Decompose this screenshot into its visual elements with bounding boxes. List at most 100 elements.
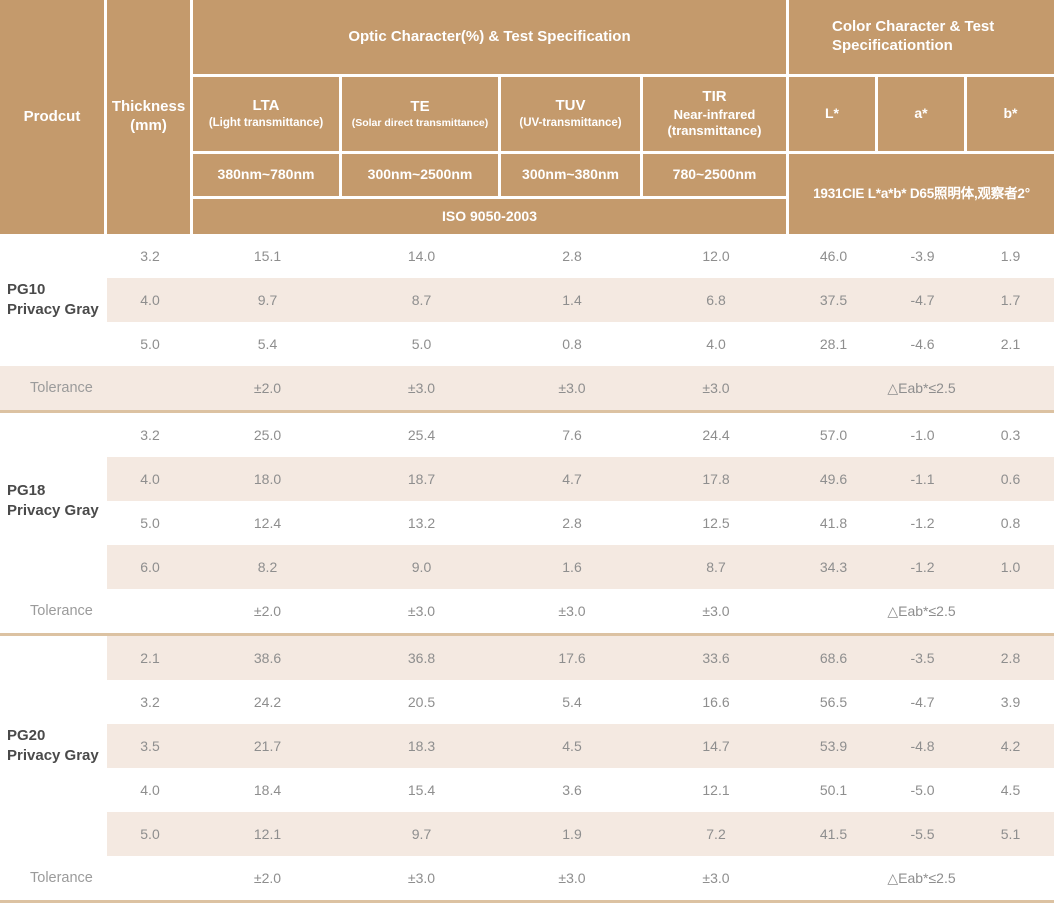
tir-cell: 12.5 bbox=[702, 515, 730, 531]
te-cell: 13.2 bbox=[407, 515, 436, 531]
tir-caption: Near-infrared (transmittance) bbox=[667, 107, 762, 139]
tuv-caption: (UV-transmittance) bbox=[519, 117, 622, 130]
b_star-cell: 0.3 bbox=[1000, 427, 1021, 443]
a_star-cell: -4.8 bbox=[878, 724, 967, 768]
tir-cell: 14.7 bbox=[643, 724, 789, 768]
a_star-cell: -3.5 bbox=[878, 636, 967, 680]
tolerance-tir: ±3.0 bbox=[702, 380, 730, 396]
data-row: 3.2 15.1 14.0 2.8 12.0 46.0 -3.9 1.9 bbox=[0, 234, 1054, 278]
data-row: 3.5 21.7 18.3 4.5 14.7 53.9 -4.8 4.2 bbox=[0, 724, 1054, 768]
b_star-cell: 1.0 bbox=[967, 545, 1054, 589]
group-data-rows: 3.2 25.0 25.4 7.6 24.4 57.0 -1.0 0.3 4.0 18.0 18.7… bbox=[0, 413, 1054, 589]
tolerance-lab-delta: △Eab*≤2.5 bbox=[887, 379, 956, 396]
tir-cell: 8.7 bbox=[643, 545, 789, 589]
product-name: PG18 Privacy Gray bbox=[7, 481, 99, 519]
range-tir: 780~2500nm bbox=[643, 154, 786, 196]
thickness-cell: 5.0 bbox=[140, 336, 160, 352]
range-tuv: 300nm~380nm bbox=[501, 154, 640, 196]
thickness-cell: 3.2 bbox=[140, 427, 160, 443]
te-cell: 36.8 bbox=[342, 636, 501, 680]
header-optic-title: Optic Character(%) & Test Specification bbox=[193, 0, 786, 74]
tolerance-te: ±3.0 bbox=[407, 603, 436, 619]
lta-cell: 21.7 bbox=[193, 724, 342, 768]
tolerance-row: Tolerance ±2.0 ±3.0 ±3.0 ±3.0 △Eab*≤2.5 bbox=[0, 589, 1054, 633]
tir-cell: 17.8 bbox=[643, 457, 789, 501]
l_star-cell: 57.0 bbox=[819, 427, 848, 443]
tolerance-lta: ±2.0 bbox=[253, 603, 282, 619]
tuv-cell: 7.6 bbox=[562, 427, 582, 443]
tolerance-tuv: ±3.0 bbox=[558, 380, 586, 396]
l_star-cell: 46.0 bbox=[819, 248, 848, 264]
product-group: 3.2 25.0 25.4 7.6 24.4 57.0 -1.0 0.3 4.0 18.0 18.7… bbox=[0, 413, 1054, 636]
thickness-cell: 5.0 bbox=[107, 812, 193, 856]
tir-cell: 16.6 bbox=[702, 694, 730, 710]
te-cell: 20.5 bbox=[407, 694, 436, 710]
tuv-cell: 1.4 bbox=[501, 278, 643, 322]
data-row: 3.2 25.0 25.4 7.6 24.4 57.0 -1.0 0.3 bbox=[0, 413, 1054, 457]
tuv-cell: 4.5 bbox=[501, 724, 643, 768]
tuv-cell: 1.9 bbox=[501, 812, 643, 856]
tolerance-lab-delta: △Eab*≤2.5 bbox=[887, 602, 956, 619]
tir-cell: 7.2 bbox=[643, 812, 789, 856]
te-cell: 9.0 bbox=[342, 545, 501, 589]
header-thickness: Thickness (mm) bbox=[107, 0, 190, 234]
l_star-cell: 53.9 bbox=[789, 724, 878, 768]
group-separator-line bbox=[0, 410, 1054, 413]
tolerance-tir: ±3.0 bbox=[702, 870, 730, 886]
product-column-spacer bbox=[0, 413, 107, 457]
lta-cell: 5.4 bbox=[257, 336, 278, 352]
lta-cell: 25.0 bbox=[253, 427, 282, 443]
tolerance-label: Tolerance bbox=[30, 603, 93, 619]
te-cell: 9.7 bbox=[342, 812, 501, 856]
l_star-cell: 68.6 bbox=[789, 636, 878, 680]
header-product: Prodcut bbox=[0, 0, 104, 234]
tolerance-label: Tolerance bbox=[30, 870, 93, 886]
tolerance-tuv: ±3.0 bbox=[558, 603, 586, 619]
cie-standard-note: 1931CIE L*a*b* D65照明体,观察者2° bbox=[789, 154, 1054, 234]
te-cell: 15.4 bbox=[407, 782, 436, 798]
product-column-spacer bbox=[0, 768, 107, 812]
a_star-cell: -1.1 bbox=[878, 457, 967, 501]
tuv-cell: 2.8 bbox=[562, 515, 582, 531]
b_star-cell: 4.2 bbox=[967, 724, 1054, 768]
tuv-cell: 0.8 bbox=[562, 336, 582, 352]
header-a-star: a* bbox=[878, 77, 964, 151]
tolerance-lta: ±2.0 bbox=[253, 870, 282, 886]
tuv-cell: 3.6 bbox=[562, 782, 582, 798]
product-column-spacer bbox=[0, 724, 107, 768]
a_star-cell: -3.9 bbox=[910, 248, 935, 264]
tolerance-lab-delta: △Eab*≤2.5 bbox=[887, 869, 956, 886]
b_star-cell: 1.9 bbox=[1000, 248, 1021, 264]
lta-cell: 15.1 bbox=[253, 248, 282, 264]
tolerance-label: Tolerance bbox=[30, 380, 93, 396]
tuv-cell: 1.6 bbox=[501, 545, 643, 589]
a_star-cell: -5.5 bbox=[878, 812, 967, 856]
header-color-title: Color Character & Test Specificationtion bbox=[789, 0, 1054, 74]
tuv-abbr: TUV bbox=[555, 97, 586, 115]
b_star-cell: 3.9 bbox=[1000, 694, 1021, 710]
thickness-cell: 3.2 bbox=[140, 694, 160, 710]
table-body: 3.2 15.1 14.0 2.8 12.0 46.0 -3.9 1.9 4.0 9.7 8.7 1.… bbox=[0, 234, 1054, 903]
a_star-cell: -4.6 bbox=[910, 336, 935, 352]
lta-cell: 24.2 bbox=[253, 694, 282, 710]
l_star-cell: 37.5 bbox=[789, 278, 878, 322]
header-te: TE (Solar direct transmittance) bbox=[342, 77, 498, 151]
tir-cell: 12.1 bbox=[702, 782, 730, 798]
lta-cell: 8.2 bbox=[193, 545, 342, 589]
tir-abbr: TIR bbox=[702, 88, 727, 106]
data-row: 4.0 9.7 8.7 1.4 6.8 37.5 -4.7 1.7 bbox=[0, 278, 1054, 322]
te-abbr: TE bbox=[410, 98, 430, 116]
product-column-spacer bbox=[0, 812, 107, 856]
data-row: 3.2 24.2 20.5 5.4 16.6 56.5 -4.7 3.9 bbox=[0, 680, 1054, 724]
product-name: PG20 Privacy Gray bbox=[7, 726, 99, 764]
lta-caption: (Light transmittance) bbox=[208, 117, 324, 130]
header-lta: LTA (Light transmittance) bbox=[193, 77, 339, 151]
b_star-cell: 5.1 bbox=[967, 812, 1054, 856]
tir-cell: 33.6 bbox=[643, 636, 789, 680]
range-lta: 380nm~780nm bbox=[193, 154, 339, 196]
lta-cell: 18.4 bbox=[253, 782, 282, 798]
group-separator-line bbox=[0, 900, 1054, 903]
b_star-cell: 2.1 bbox=[1000, 336, 1021, 352]
te-caption: (Solar direct transmittance) bbox=[351, 116, 489, 129]
